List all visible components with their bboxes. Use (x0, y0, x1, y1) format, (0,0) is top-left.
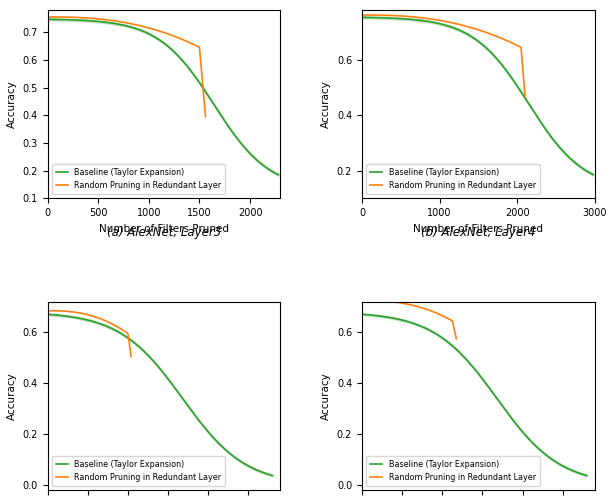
Text: (b) AlexNet, Layer4: (b) AlexNet, Layer4 (421, 226, 535, 238)
Text: (a) AlexNet, Layer3: (a) AlexNet, Layer3 (107, 226, 221, 238)
Legend: Baseline (Taylor Expansion), Random Pruning in Redundant Layer: Baseline (Taylor Expansion), Random Prun… (366, 456, 540, 486)
X-axis label: Number of Filters Pruned: Number of Filters Pruned (413, 224, 543, 234)
Y-axis label: Accuracy: Accuracy (321, 80, 332, 128)
X-axis label: Number of Filters Pruned: Number of Filters Pruned (99, 224, 229, 234)
Y-axis label: Accuracy: Accuracy (321, 372, 332, 420)
Y-axis label: Accuracy: Accuracy (7, 372, 17, 420)
Legend: Baseline (Taylor Expansion), Random Pruning in Redundant Layer: Baseline (Taylor Expansion), Random Prun… (366, 164, 540, 194)
Y-axis label: Accuracy: Accuracy (7, 80, 17, 128)
Legend: Baseline (Taylor Expansion), Random Pruning in Redundant Layer: Baseline (Taylor Expansion), Random Prun… (52, 164, 225, 194)
Legend: Baseline (Taylor Expansion), Random Pruning in Redundant Layer: Baseline (Taylor Expansion), Random Prun… (52, 456, 225, 486)
